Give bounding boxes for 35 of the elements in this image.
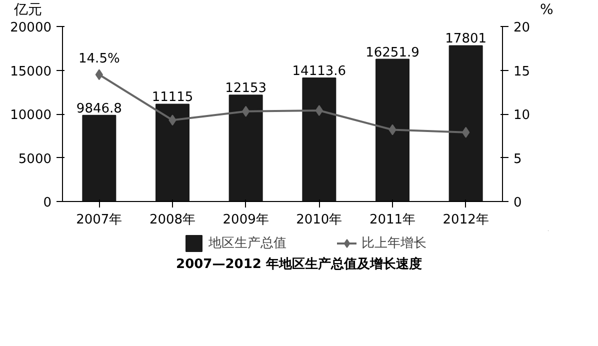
- x-tick-label: 2011年: [369, 212, 416, 228]
- data-label: 17801: [445, 32, 487, 47]
- bar: [376, 58, 410, 202]
- bar: [228, 94, 263, 202]
- y-axis-title: 亿元: [14, 1, 42, 20]
- x-tick-label: 2008年: [149, 212, 196, 228]
- x-tick-label: 2012年: [442, 212, 489, 228]
- legend-label: 比上年增长: [362, 235, 426, 252]
- data-label: 9846.8: [76, 101, 122, 116]
- data-label: 14.5%: [78, 52, 120, 67]
- x-tick-label: 2010年: [296, 212, 342, 228]
- data-label: 12153: [225, 81, 267, 96]
- data-label: 14113.6: [292, 64, 346, 80]
- y2-tick-label: 20: [514, 20, 530, 36]
- x-tick-label: 2009年: [222, 212, 269, 228]
- legend-label: 地区生产总值: [208, 235, 286, 252]
- y-tick-label: 10000: [10, 108, 52, 123]
- y-tick-label: 0: [43, 196, 52, 210]
- y2-tick-label: 10: [514, 108, 530, 123]
- bar: [82, 114, 116, 202]
- data-label: 16251.9: [366, 45, 420, 60]
- y-tick-label: 20000: [10, 20, 52, 36]
- point: [315, 105, 323, 116]
- y2-tick-label: 15: [514, 64, 530, 80]
- bar: [156, 104, 190, 202]
- y2-axis-title: %: [540, 1, 554, 20]
- y-tick-label: 15000: [10, 64, 52, 80]
- y2-tick-label: 0: [514, 196, 522, 210]
- x-tick-label: 2007年: [76, 212, 122, 228]
- data-label: 11115: [152, 90, 194, 106]
- text: 2007—2012 年地区生产总值及增长速度: [176, 256, 422, 274]
- y-tick-label: 5000: [18, 152, 52, 167]
- y2-tick-label: 5: [514, 152, 522, 167]
- bar: [302, 78, 336, 202]
- bar: [448, 45, 483, 202]
